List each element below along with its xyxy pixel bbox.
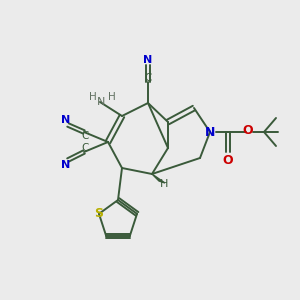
Text: O: O xyxy=(223,154,233,166)
Polygon shape xyxy=(152,174,165,183)
Text: H: H xyxy=(160,179,168,189)
Text: O: O xyxy=(243,124,253,136)
Text: C: C xyxy=(144,73,152,83)
Text: N: N xyxy=(61,160,70,170)
Text: N: N xyxy=(97,97,105,107)
Text: N: N xyxy=(205,125,215,139)
Text: N: N xyxy=(61,115,70,125)
Text: C: C xyxy=(81,143,89,153)
Text: H: H xyxy=(108,92,116,102)
Text: S: S xyxy=(94,207,103,220)
Text: N: N xyxy=(143,55,153,65)
Text: C: C xyxy=(81,131,89,141)
Text: H: H xyxy=(89,92,97,102)
